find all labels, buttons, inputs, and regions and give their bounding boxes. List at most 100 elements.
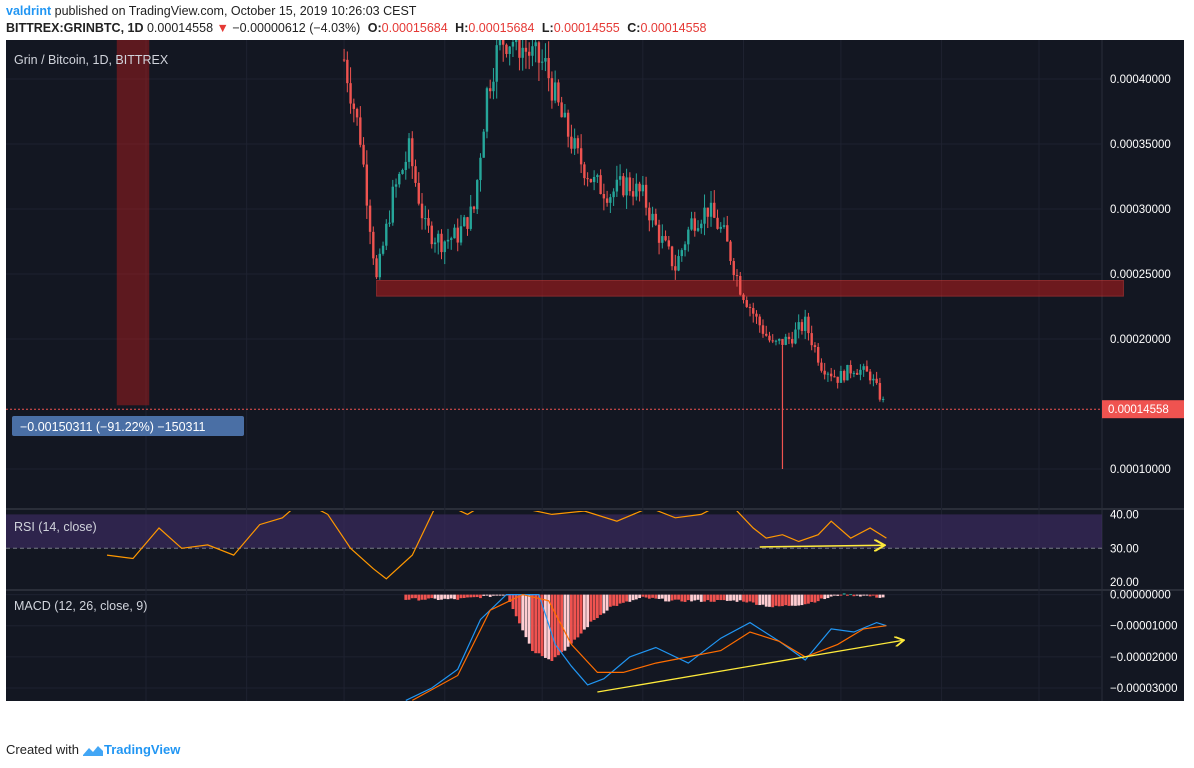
macd-histogram-bar [608, 594, 612, 607]
y-tick-macd-3: −0.00003000 [1110, 683, 1177, 695]
candle-body [615, 179, 619, 192]
candle-body [855, 372, 859, 375]
macd-histogram-bar [813, 594, 817, 603]
macd-histogram-bar [758, 594, 762, 606]
candle-body [537, 42, 541, 63]
chart-canvas[interactable]: MarAprMayJunJulAugSepOctNovDec0.00040000… [6, 40, 1184, 701]
candle-body [813, 345, 817, 348]
candle-body [849, 364, 852, 374]
y-tick-rsi-2: 20.00 [1110, 577, 1139, 589]
candle-body [378, 253, 382, 278]
candle-body [352, 103, 356, 109]
macd-histogram-bar [729, 594, 732, 601]
candle-body [394, 184, 398, 187]
candle-body [459, 226, 463, 243]
candle-body [846, 364, 849, 381]
candle-body [661, 236, 664, 243]
macd-histogram-bar [855, 594, 859, 596]
candle-body [690, 218, 693, 230]
tradingview-logo-icon [82, 745, 103, 756]
candle-body [833, 376, 836, 378]
candle-body [550, 78, 554, 101]
macd-histogram-bar [794, 594, 797, 606]
macd-histogram-bar [797, 594, 801, 606]
candle-body [453, 227, 456, 239]
macd-histogram-bar [544, 594, 547, 658]
candle-body [739, 275, 742, 295]
candle-body [875, 378, 878, 384]
candle-body [563, 112, 567, 118]
candle-body [583, 164, 586, 179]
macd-histogram-bar [677, 594, 680, 600]
candle-body [722, 225, 726, 227]
rsi-pane [6, 511, 1102, 580]
candle-body [745, 300, 748, 307]
macd-histogram-bar [534, 594, 538, 654]
macd-histogram-bar [579, 594, 583, 634]
macd-histogram-bar [826, 594, 830, 599]
candle-body [372, 231, 375, 259]
candle-body [498, 40, 502, 46]
macd-histogram-bar [738, 594, 742, 601]
candle-body [440, 233, 443, 253]
candle-body [859, 369, 862, 375]
candle-body [505, 44, 508, 54]
macd-histogram-bar [469, 594, 473, 598]
candle-body [625, 177, 628, 196]
rsi-divergence-arrow [759, 545, 883, 547]
macd-pane [404, 593, 887, 701]
candle-body [797, 322, 800, 330]
macd-histogram-bar [735, 594, 739, 602]
macd-histogram-bar [820, 594, 823, 599]
candle-body [527, 51, 531, 56]
highlight-range [116, 40, 150, 406]
macd-histogram-bar [755, 594, 758, 605]
candle-body [502, 40, 505, 45]
macd-histogram-bar [644, 594, 648, 598]
candle-body [820, 362, 823, 371]
macd-histogram-bar [436, 594, 440, 601]
candle-body [729, 241, 732, 262]
macd-histogram-bar [404, 594, 408, 600]
macd-histogram-bar [586, 594, 590, 628]
macd-divergence-arrow [597, 640, 902, 693]
macd-histogram-bar [602, 594, 606, 614]
macd-histogram-bar [716, 594, 719, 600]
candle-body [489, 88, 492, 92]
macd-histogram-bar [709, 594, 713, 602]
author-name[interactable]: valdrint [6, 4, 52, 18]
measure-text: −0.00150311 (−91.22%) −150311 [20, 420, 206, 434]
macd-histogram-bar [881, 594, 885, 598]
candle-body [872, 378, 875, 381]
candle-body [683, 244, 687, 251]
candle-body [881, 398, 885, 400]
macd-histogram-bar [712, 594, 716, 602]
macd-histogram-bar [589, 594, 593, 622]
axes: MarAprMayJunJulAugSepOctNovDec0.00040000… [1110, 74, 1177, 695]
macd-histogram-bar [592, 594, 596, 620]
macd-histogram-bar [859, 594, 862, 597]
candle-body [411, 138, 414, 167]
measure-label: −0.00150311 (−91.22%) −150311 [12, 416, 244, 436]
macd-histogram-bar [641, 594, 645, 597]
candle-body [829, 373, 833, 377]
high-value: 0.00015684 [468, 21, 535, 35]
open-value: 0.00015684 [381, 21, 448, 35]
candle-body [417, 182, 420, 204]
macd-histogram-bar [540, 594, 544, 657]
candle-body [612, 191, 615, 198]
macd-histogram-bar [433, 594, 437, 599]
candle-body [573, 138, 576, 149]
y-tick-main-3: 0.00025000 [1110, 269, 1171, 281]
candle-body [852, 372, 856, 374]
tradingview-brand[interactable]: TradingView [82, 742, 180, 757]
candle-body [342, 59, 346, 61]
candle-body [514, 40, 518, 43]
macd-histogram-bar [787, 594, 791, 606]
macd-histogram-bar [475, 594, 479, 598]
macd-histogram-bar [557, 594, 560, 656]
candle-body [599, 175, 602, 194]
candle-body [492, 81, 495, 92]
last-price-tag: 0.00014558 [1108, 404, 1169, 416]
candle-body [862, 366, 865, 370]
